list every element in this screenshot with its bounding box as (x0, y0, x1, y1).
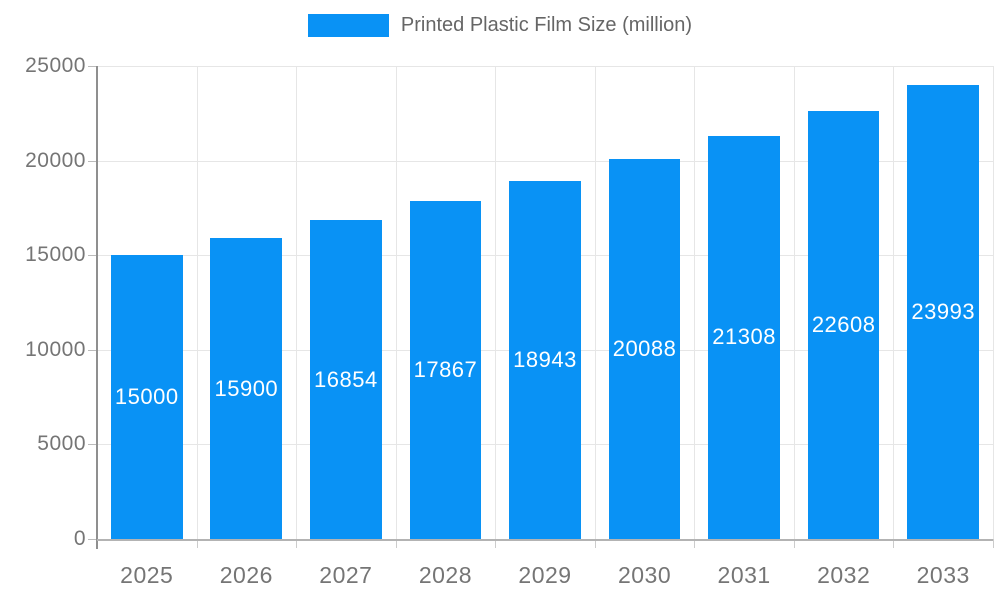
legend: Printed Plastic Film Size (million) (0, 14, 1000, 37)
y-tick-label: 5000 (37, 432, 86, 456)
x-tick-label: 2031 (717, 562, 771, 588)
x-tick-label: 2027 (319, 562, 373, 588)
gridline-horizontal (97, 160, 993, 162)
legend-item[interactable]: Printed Plastic Film Size (million) (307, 14, 693, 37)
x-axis-tick (594, 539, 596, 548)
bar (110, 255, 183, 539)
x-axis-tick (793, 539, 795, 548)
bar-value-label: 23993 (911, 299, 976, 325)
bar (807, 111, 880, 539)
y-axis-tick (88, 349, 97, 351)
x-axis-tick (395, 539, 397, 548)
bar-value-label: 20088 (612, 335, 677, 361)
x-tick-label: 2028 (418, 562, 473, 588)
x-axis-tick (893, 539, 895, 548)
y-axis-line (96, 66, 98, 549)
bar-value-label: 21308 (712, 324, 776, 350)
bar-value-label: 17867 (413, 356, 478, 382)
y-axis-tick (88, 255, 97, 257)
x-tick-label: 2030 (617, 562, 672, 588)
y-axis-tick (88, 444, 97, 446)
plot-area: 15000 15900 16854 17867 18943 20088 21308 22608… (97, 66, 994, 539)
x-axis-tick (495, 539, 497, 548)
bar (608, 158, 681, 539)
bar-value-label: 15000 (114, 384, 179, 410)
x-axis-tick (296, 539, 298, 548)
bar (409, 200, 482, 539)
gridline-vertical (993, 66, 994, 539)
x-tick-label: 2029 (518, 562, 572, 588)
gridline-vertical (694, 66, 696, 539)
gridline-vertical (296, 66, 298, 539)
y-tick-label: 0 (73, 527, 86, 550)
bar-value-label: 22608 (811, 312, 876, 338)
gridline-vertical (594, 66, 596, 539)
y-axis-tick (88, 160, 97, 162)
x-tick-label: 2033 (916, 562, 970, 588)
gridline-vertical (495, 66, 497, 539)
y-axis-tick (88, 66, 97, 67)
x-tick-label: 2032 (817, 562, 871, 588)
bar (509, 180, 581, 539)
bar-value-label: 15900 (214, 375, 279, 401)
gridline-vertical (196, 66, 198, 539)
bar (310, 220, 382, 539)
x-axis-tick (694, 539, 696, 548)
y-tick-label: 25000 (25, 54, 86, 77)
bar (210, 238, 283, 539)
x-tick-label: 2025 (120, 562, 174, 588)
gridline-vertical (395, 66, 397, 539)
y-tick-label: 20000 (25, 148, 86, 172)
x-axis-tick (196, 539, 198, 548)
bar-value-label: 16854 (314, 366, 378, 392)
y-tick-label: 15000 (25, 243, 86, 267)
bar-value-label: 18943 (513, 346, 577, 372)
x-axis-tick (993, 539, 994, 548)
gridline-horizontal (97, 66, 993, 67)
bar (708, 135, 780, 539)
x-tick-label: 2026 (219, 562, 273, 588)
legend-swatch (307, 14, 389, 37)
gridline-vertical (793, 66, 795, 539)
x-axis-line (97, 539, 993, 541)
legend-label: Printed Plastic Film Size (million) (400, 14, 693, 36)
gridline-vertical (893, 66, 895, 539)
bar (907, 85, 980, 539)
y-axis-tick (88, 539, 97, 540)
y-tick-label: 10000 (25, 337, 86, 361)
